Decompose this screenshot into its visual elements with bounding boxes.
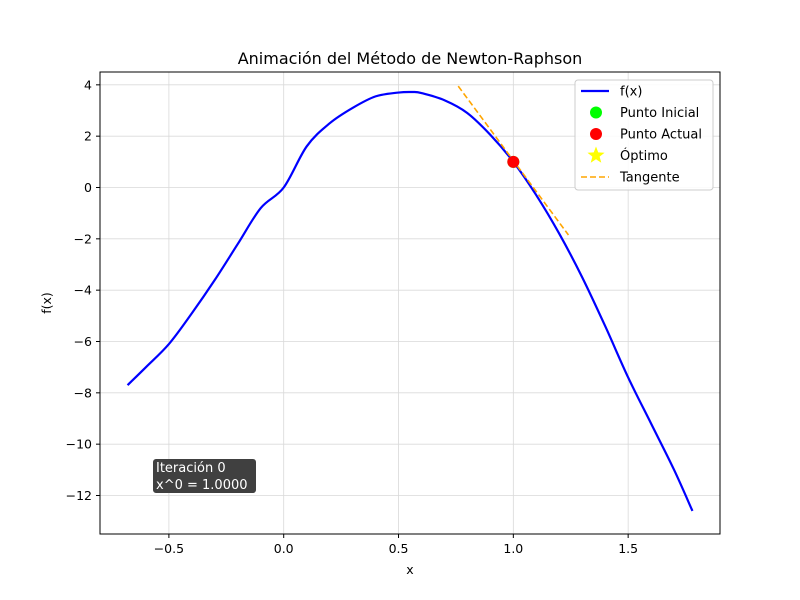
y-tick-label: 2 — [84, 129, 92, 144]
y-tick-label: −6 — [74, 334, 92, 349]
x-tick-label: −0.5 — [154, 541, 184, 556]
legend-label: Tangente — [619, 171, 680, 186]
y-tick-label: 0 — [84, 180, 92, 195]
legend-label: Óptimo — [620, 148, 668, 164]
x-tick-label: 1.0 — [503, 541, 523, 556]
series-fx-line — [126, 90, 694, 512]
legend-label: Punto Actual — [620, 128, 702, 143]
annotation-line-value: x^0 = 1.0000 — [156, 478, 248, 493]
x-tick-label: 0.0 — [274, 541, 294, 556]
annotation-line-iteration: Iteración 0 — [156, 461, 226, 476]
point-punto-actual — [507, 155, 520, 168]
legend-marker-punto-inicial — [590, 106, 602, 119]
y-tick-label: −2 — [74, 231, 92, 246]
legend-marker-punto-actual — [590, 128, 602, 140]
chart-title: Animación del Método de Newton-Raphson — [238, 49, 583, 68]
y-tick-label: −12 — [66, 488, 92, 503]
y-tick-label: −10 — [66, 437, 92, 452]
legend-marker-optimo — [587, 146, 605, 163]
y-tick-label: 4 — [84, 77, 92, 92]
legend: f(x) Punto Inicial Punto Actual Óptimo Tange… — [574, 79, 714, 191]
legend-label: f(x) — [620, 85, 642, 100]
x-tick-label: 1.5 — [618, 541, 638, 556]
x-axis-label: x — [406, 562, 413, 577]
y-axis-label: f(x) — [39, 292, 54, 314]
annotation-box — [153, 459, 256, 493]
y-tick-label: −4 — [74, 283, 92, 298]
legend-label: Punto Inicial — [620, 106, 699, 121]
x-tick-label: 0.5 — [389, 541, 409, 556]
plot-area — [126, 85, 694, 512]
axis-ticks: −0.5 0.0 0.5 1.0 1.5 −12 −10 −8 −6 −4 −2 0 2 4 — [66, 77, 638, 556]
iteration-annotation: Iteración 0 x^0 = 1.0000 — [153, 459, 256, 493]
y-tick-label: −8 — [74, 385, 92, 400]
axes-frame — [99, 71, 721, 535]
legend-box — [574, 79, 714, 191]
